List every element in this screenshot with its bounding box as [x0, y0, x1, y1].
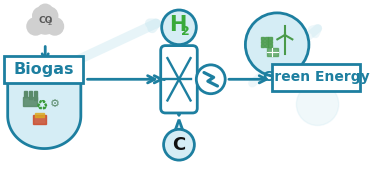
Circle shape [196, 65, 225, 94]
Bar [265, 44, 268, 47]
Bar [23, 97, 37, 106]
Circle shape [162, 10, 196, 45]
Circle shape [245, 13, 309, 76]
Circle shape [46, 18, 64, 35]
FancyBboxPatch shape [161, 46, 197, 113]
Circle shape [27, 18, 44, 35]
Bar [261, 40, 264, 43]
Bar [35, 113, 44, 117]
Bar [24, 91, 27, 97]
Bar [261, 37, 264, 40]
Bar [268, 37, 271, 40]
Bar [29, 91, 32, 99]
Text: H: H [169, 15, 187, 35]
Text: Biogas: Biogas [13, 62, 74, 77]
Text: Green Energy: Green Energy [263, 70, 369, 84]
Bar [265, 37, 268, 40]
Polygon shape [173, 41, 185, 54]
Text: ⚙: ⚙ [50, 99, 60, 109]
Bar [265, 40, 268, 43]
Polygon shape [174, 120, 184, 133]
Bar [34, 91, 37, 101]
Text: CO: CO [38, 16, 53, 25]
Text: 2: 2 [48, 20, 52, 26]
Bar [268, 40, 271, 43]
Bar [266, 48, 278, 56]
Text: 2: 2 [181, 25, 190, 38]
Text: ♻: ♻ [36, 99, 49, 113]
Bar [268, 44, 271, 47]
Circle shape [35, 13, 56, 34]
Circle shape [40, 7, 58, 24]
FancyBboxPatch shape [272, 64, 360, 91]
Circle shape [164, 129, 194, 160]
Circle shape [33, 7, 50, 24]
Bar [33, 115, 46, 124]
Text: C: C [172, 136, 186, 154]
Polygon shape [8, 83, 81, 149]
Circle shape [37, 4, 53, 20]
Bar [261, 44, 264, 47]
FancyBboxPatch shape [4, 56, 83, 83]
Circle shape [296, 83, 339, 125]
